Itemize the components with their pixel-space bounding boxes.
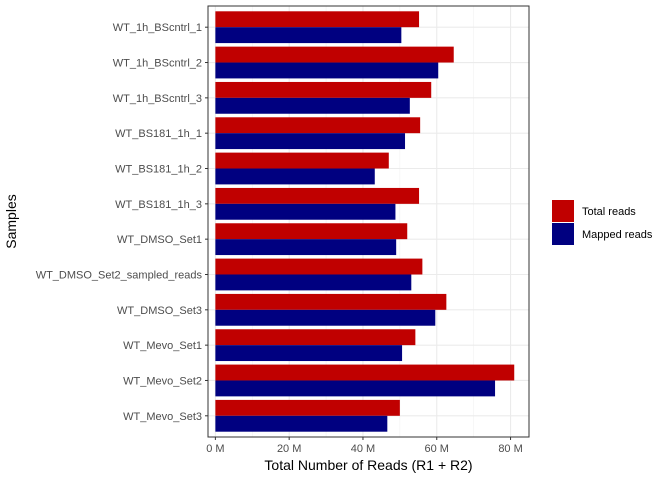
y-tick-label: WT_Mevo_Set3 (123, 411, 202, 423)
y-axis: WT_1h_BScntrl_1 WT_1h_BScntrl_2 WT_1h_BScn… (36, 22, 208, 423)
total-reads-bar (215, 223, 408, 240)
x-tick-label: 60 M (425, 443, 449, 455)
y-tick-label: WT_BS181_1h_3 (115, 199, 202, 211)
mapped-reads-bar (215, 380, 496, 397)
total-reads-bar (215, 293, 447, 310)
legend-label: Total reads (582, 206, 636, 218)
total-reads-bar (215, 152, 389, 169)
mapped-reads-bar (215, 415, 388, 432)
mapped-reads-bar (215, 27, 402, 44)
x-tick-label: 0 M (206, 443, 224, 455)
x-tick-label: 20 M (277, 443, 301, 455)
y-tick-label: WT_BS181_1h_1 (115, 128, 202, 140)
total-reads-bar (215, 81, 432, 98)
total-reads-bar (215, 258, 423, 275)
mapped-reads-bar (215, 97, 410, 114)
y-tick-label: WT_DMSO_Set1 (117, 234, 202, 246)
x-tick-label: 40 M (351, 443, 375, 455)
total-reads-bar (215, 364, 515, 381)
mapped-reads-bar (215, 62, 439, 79)
total-reads-bar (215, 11, 420, 28)
y-tick-label: WT_1h_BScntrl_2 (113, 58, 202, 70)
plot-border (207, 5, 530, 438)
y-tick-label: WT_DMSO_Set2_sampled_reads (36, 269, 203, 281)
legend-key (552, 200, 574, 222)
mapped-reads-bar (215, 345, 403, 362)
legend-key (552, 223, 574, 245)
y-tick-label: WT_BS181_1h_2 (115, 164, 202, 176)
y-tick-label: WT_1h_BScntrl_3 (113, 93, 202, 105)
y-axis-title: Samples (3, 194, 19, 248)
total-reads-bar (215, 329, 416, 346)
y-tick-label: WT_1h_BScntrl_1 (113, 22, 202, 34)
x-axis-title: Total Number of Reads (R1 + R2) (264, 457, 472, 473)
x-tick-label: 80 M (498, 443, 522, 455)
mapped-reads-bar (215, 274, 412, 291)
mapped-reads-bar (215, 203, 396, 220)
x-axis: 0 M 20 M 40 M 60 M 80 M (206, 437, 523, 455)
legend-label: Mapped reads (582, 229, 653, 241)
total-reads-bar (215, 46, 454, 63)
y-tick-label: WT_Mevo_Set2 (123, 375, 202, 387)
mapped-reads-bar (215, 309, 436, 326)
total-reads-bar (215, 117, 421, 134)
mapped-reads-bar (215, 168, 375, 185)
mapped-reads-bar (215, 239, 397, 256)
y-tick-label: WT_DMSO_Set3 (117, 305, 202, 317)
total-reads-bar (215, 187, 420, 204)
total-reads-bar (215, 399, 400, 416)
y-tick-label: WT_Mevo_Set1 (123, 340, 202, 352)
mapped-reads-bar (215, 133, 406, 150)
legend: Total reads Mapped reads (552, 200, 653, 245)
bars (215, 11, 515, 432)
